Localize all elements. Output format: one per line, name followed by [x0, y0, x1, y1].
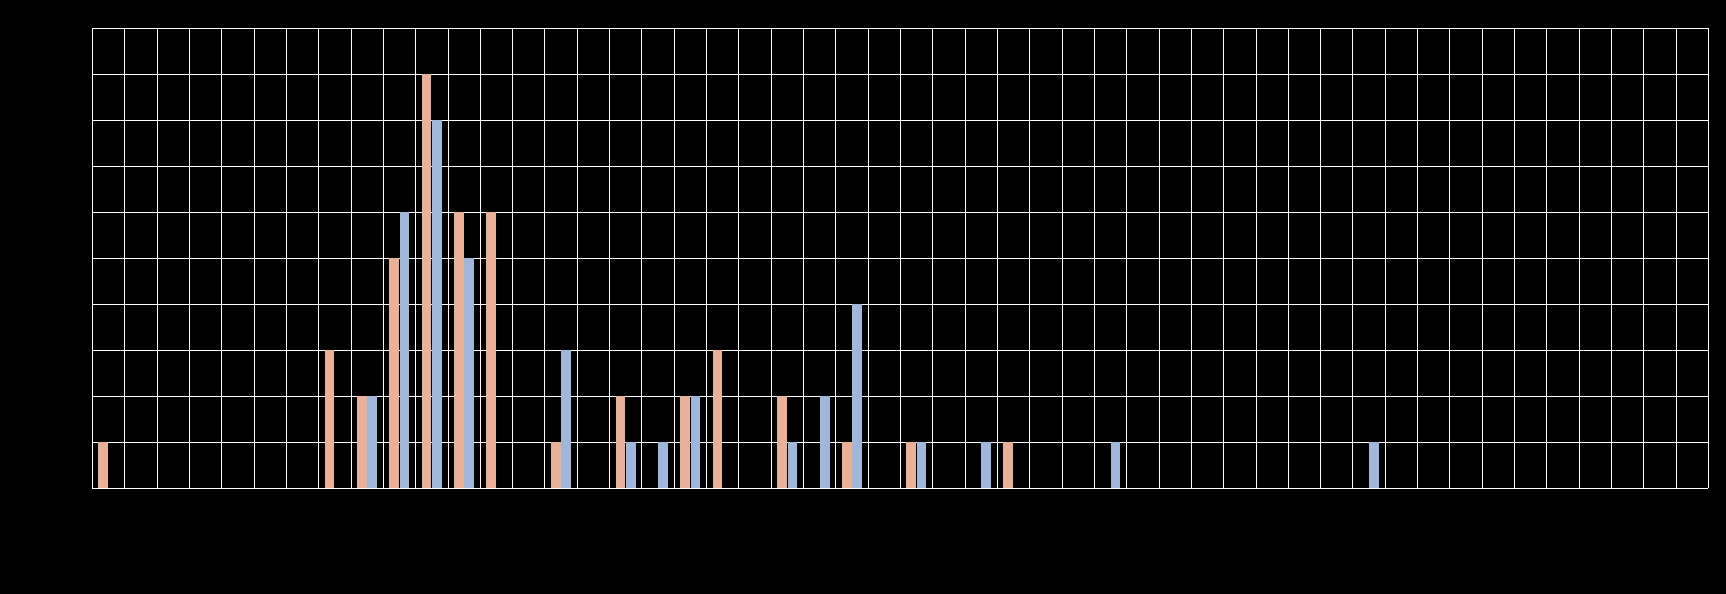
blue-bar: [1111, 442, 1121, 488]
orange-bar: [906, 442, 916, 488]
gridline-horizontal: [92, 396, 1708, 397]
gridline-horizontal: [92, 350, 1708, 351]
blue-bar: [367, 396, 377, 488]
blue-bar: [561, 350, 571, 488]
blue-bar: [400, 212, 410, 488]
blue-bar: [626, 442, 636, 488]
orange-bar: [486, 212, 496, 488]
bar-chart: [92, 28, 1708, 488]
blue-bar: [432, 120, 442, 488]
gridline-horizontal: [92, 304, 1708, 305]
gridline-vertical: [1708, 28, 1709, 488]
gridline-horizontal: [92, 212, 1708, 213]
orange-bar: [777, 396, 787, 488]
orange-bar: [422, 74, 432, 488]
gridline-horizontal: [92, 442, 1708, 443]
blue-bar: [820, 396, 830, 488]
gridline-horizontal: [92, 74, 1708, 75]
orange-bar: [1003, 442, 1013, 488]
gridline-horizontal: [92, 120, 1708, 121]
gridline-horizontal: [92, 166, 1708, 167]
orange-bar: [551, 442, 561, 488]
blue-bar: [1369, 442, 1379, 488]
orange-bar: [616, 396, 626, 488]
orange-bar: [713, 350, 723, 488]
blue-bar: [691, 396, 701, 488]
blue-bar: [852, 304, 862, 488]
gridline-horizontal: [92, 28, 1708, 29]
orange-bar: [325, 350, 335, 488]
blue-bar: [464, 258, 474, 488]
blue-bar: [788, 442, 798, 488]
gridline-horizontal: [92, 258, 1708, 259]
blue-bar: [917, 442, 927, 488]
orange-bar: [389, 258, 399, 488]
blue-bar: [981, 442, 991, 488]
orange-bar: [842, 442, 852, 488]
gridline-horizontal: [92, 488, 1708, 489]
orange-bar: [98, 442, 108, 488]
orange-bar: [454, 212, 464, 488]
blue-bar: [658, 442, 668, 488]
orange-bar: [680, 396, 690, 488]
orange-bar: [357, 396, 367, 488]
